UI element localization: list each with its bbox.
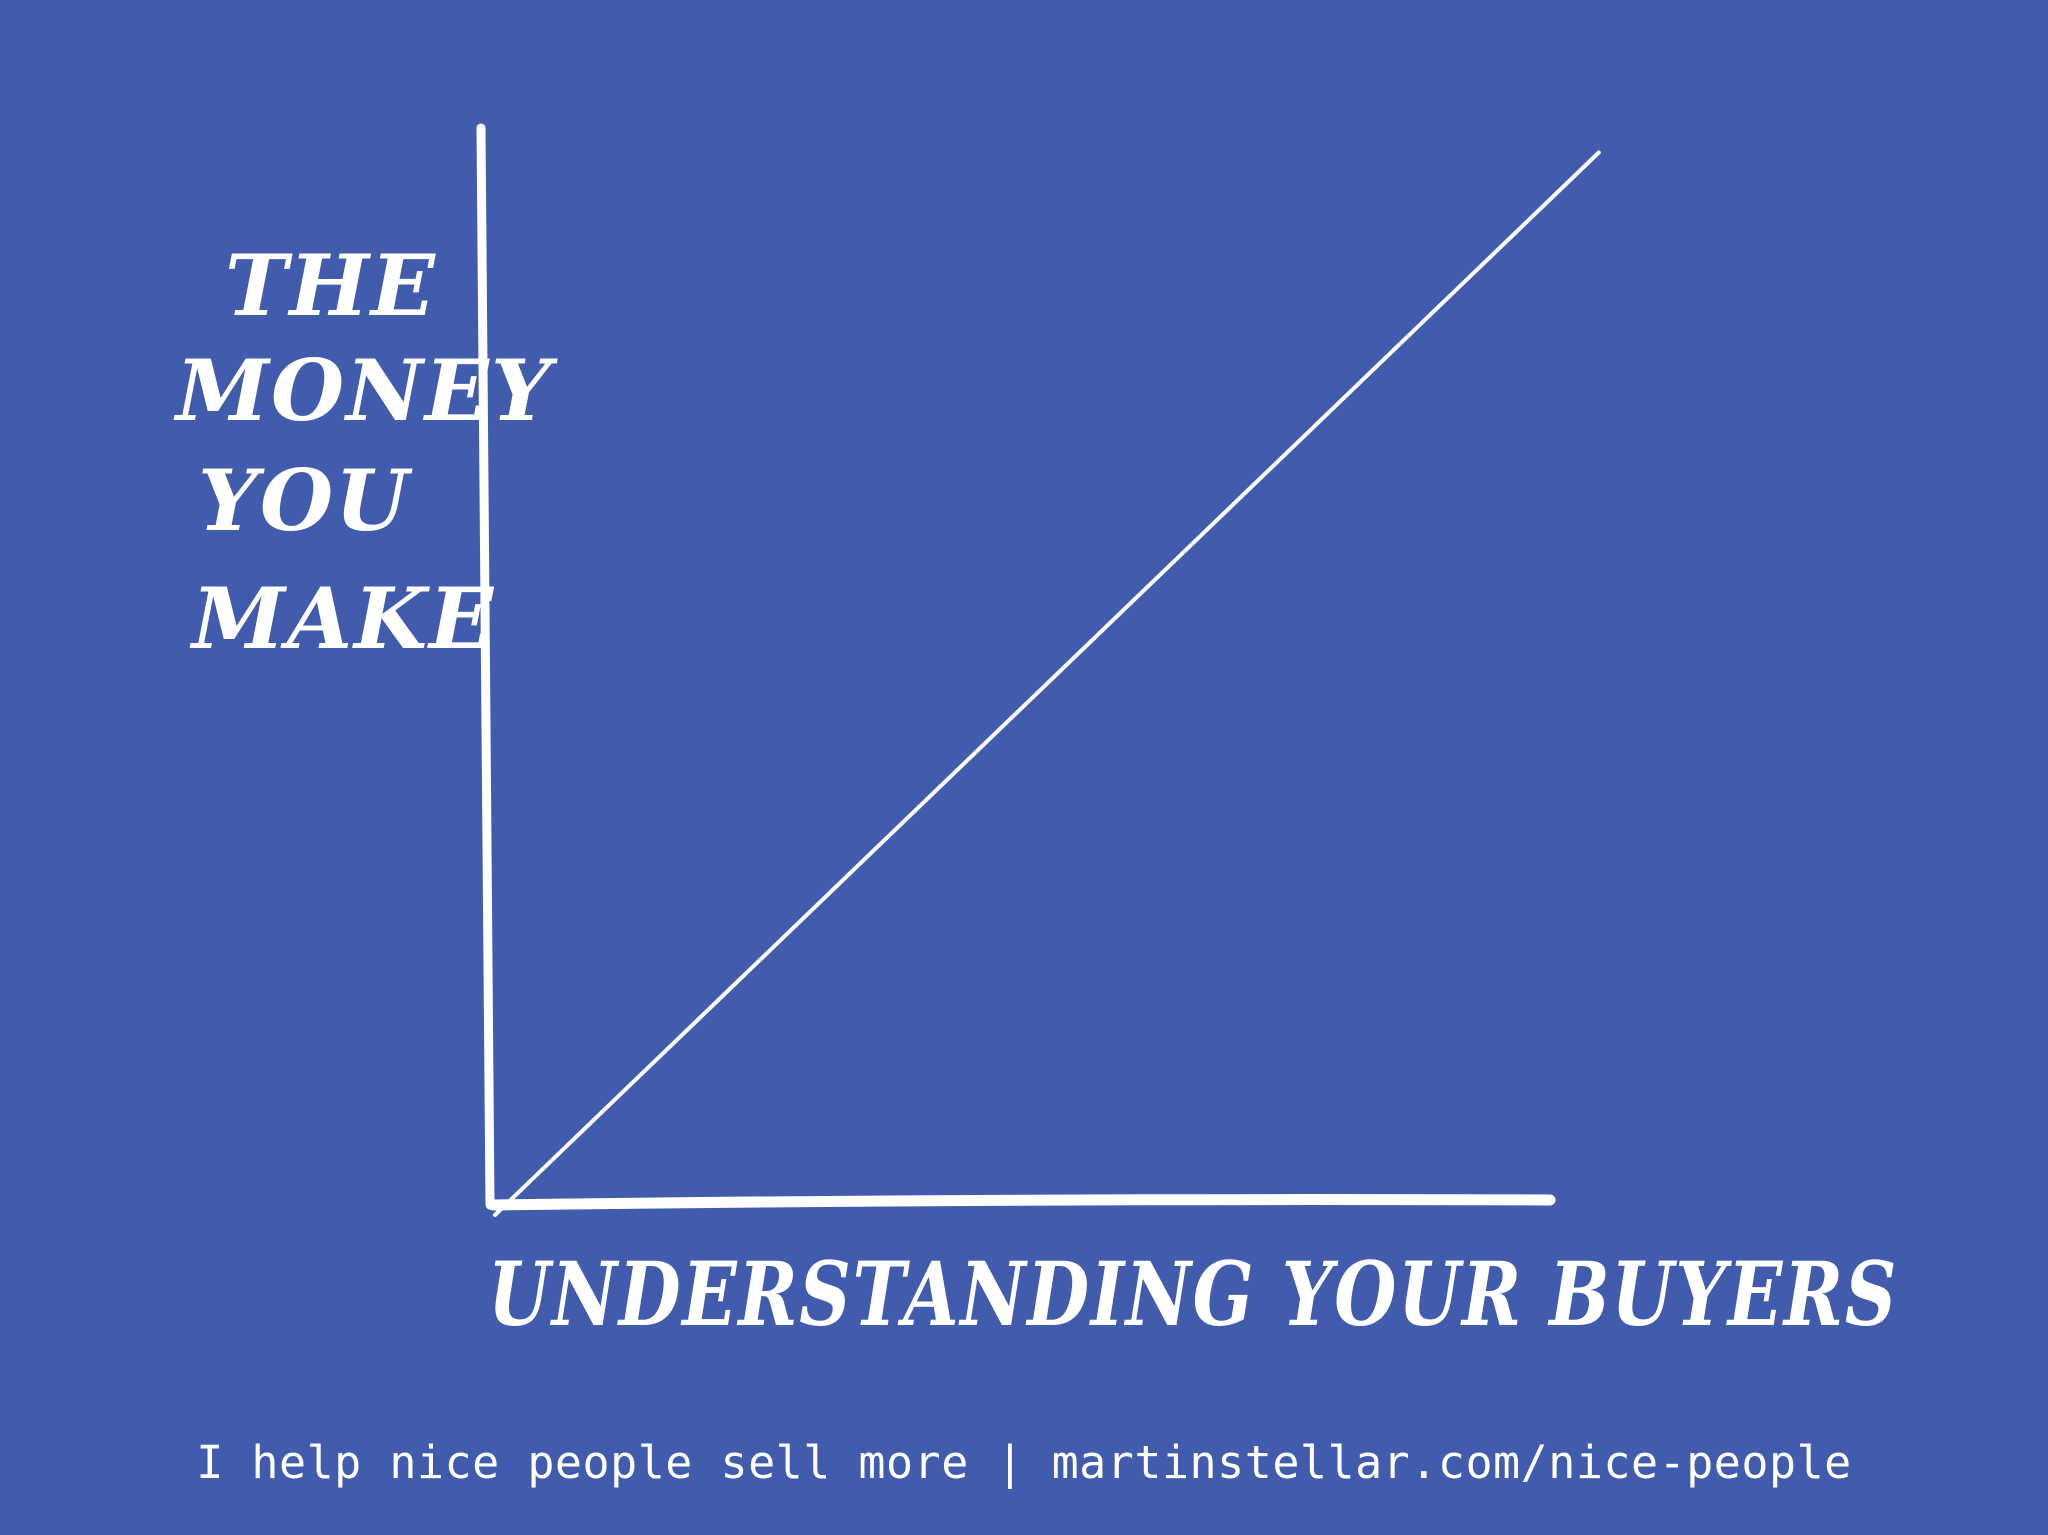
y-axis-label-line-4: MAKE: [189, 569, 495, 668]
series-line-1: [493, 150, 1601, 1217]
y-axis-label: THE MONEY YOU MAKE: [173, 236, 558, 668]
y-axis-label-line-3: YOU: [198, 451, 413, 550]
y-axis: [476, 123, 495, 1210]
x-axis-label: UNDERSTANDING YOUR BUYERS: [488, 1242, 1898, 1346]
y-axis-label-line-1: THE: [225, 236, 437, 335]
footer-tagline[interactable]: I help nice people sell more | martinste…: [196, 1436, 1852, 1489]
y-axis-label-line-2: MONEY: [173, 341, 558, 440]
series-group: [493, 150, 1601, 1217]
x-axis: [487, 1194, 1556, 1211]
